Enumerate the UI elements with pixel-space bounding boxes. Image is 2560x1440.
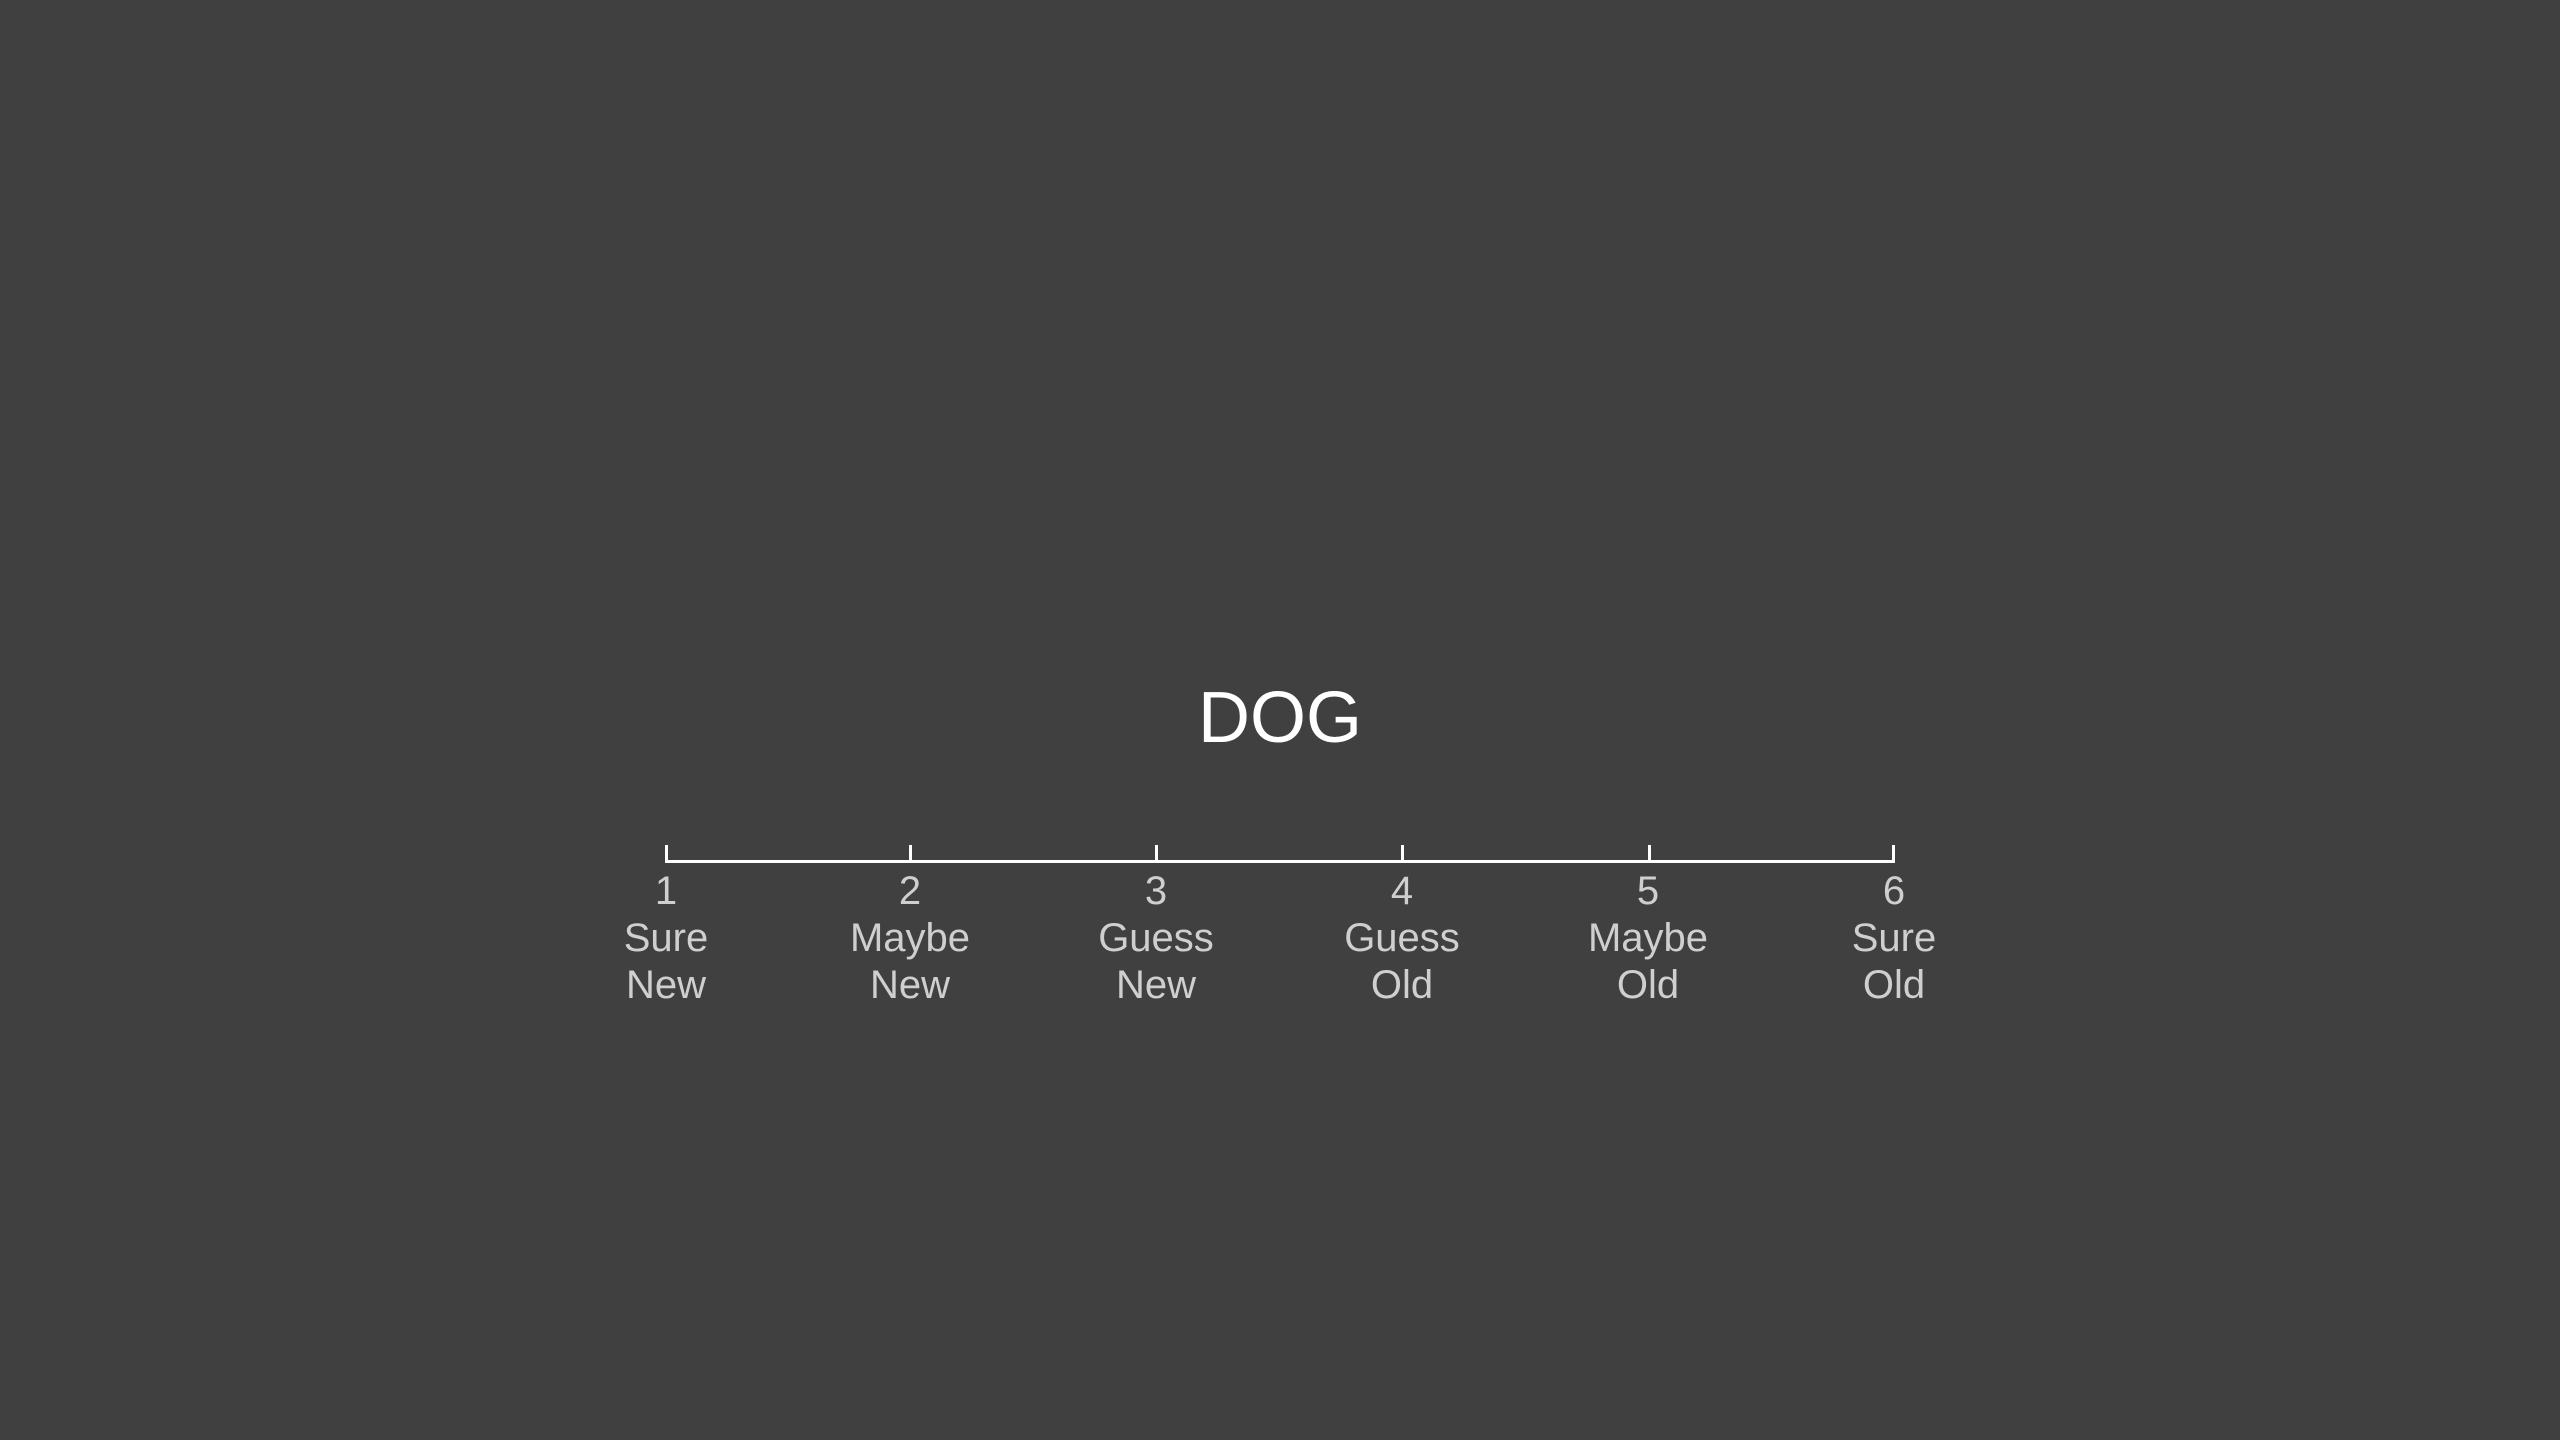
rating-option-label-line1: Guess xyxy=(1098,916,1214,960)
rating-option-1[interactable]: 1 Sure New xyxy=(566,868,766,1009)
rating-option-number: 2 xyxy=(898,869,922,913)
rating-option-label-line2: New xyxy=(869,963,951,1007)
rating-option-number: 4 xyxy=(1390,869,1414,913)
rating-option-label-line2: Old xyxy=(1616,963,1680,1007)
scale-tick-6 xyxy=(1892,845,1895,863)
rating-option-label-line1: Guess xyxy=(1344,916,1460,960)
scale-tick-1 xyxy=(665,845,668,863)
rating-option-label-line1: Sure xyxy=(1851,916,1937,960)
scale-tick-5 xyxy=(1648,845,1651,863)
rating-option-label-line1: Maybe xyxy=(1587,916,1709,960)
scale-tick-4 xyxy=(1401,845,1404,863)
rating-option-label-line1: Sure xyxy=(623,916,709,960)
rating-option-5[interactable]: 5 Maybe Old xyxy=(1548,868,1748,1009)
rating-option-label-line1: Maybe xyxy=(849,916,971,960)
rating-option-number: 6 xyxy=(1882,869,1906,913)
stimulus-word: DOG xyxy=(1197,678,1362,758)
scale-tick-3 xyxy=(1155,845,1158,863)
rating-option-2[interactable]: 2 Maybe New xyxy=(810,868,1010,1009)
rating-option-label-line2: New xyxy=(625,963,707,1007)
rating-option-3[interactable]: 3 Guess New xyxy=(1056,868,1256,1009)
rating-option-6[interactable]: 6 Sure Old xyxy=(1794,868,1994,1009)
rating-option-number: 1 xyxy=(654,869,678,913)
scale-tick-2 xyxy=(909,845,912,863)
rating-option-number: 5 xyxy=(1636,869,1660,913)
rating-option-label-line2: Old xyxy=(1370,963,1434,1007)
scale-line xyxy=(665,860,1895,863)
rating-option-4[interactable]: 4 Guess Old xyxy=(1302,868,1502,1009)
rating-option-label-line2: Old xyxy=(1862,963,1926,1007)
rating-option-label-line2: New xyxy=(1115,963,1197,1007)
rating-option-number: 3 xyxy=(1144,869,1168,913)
